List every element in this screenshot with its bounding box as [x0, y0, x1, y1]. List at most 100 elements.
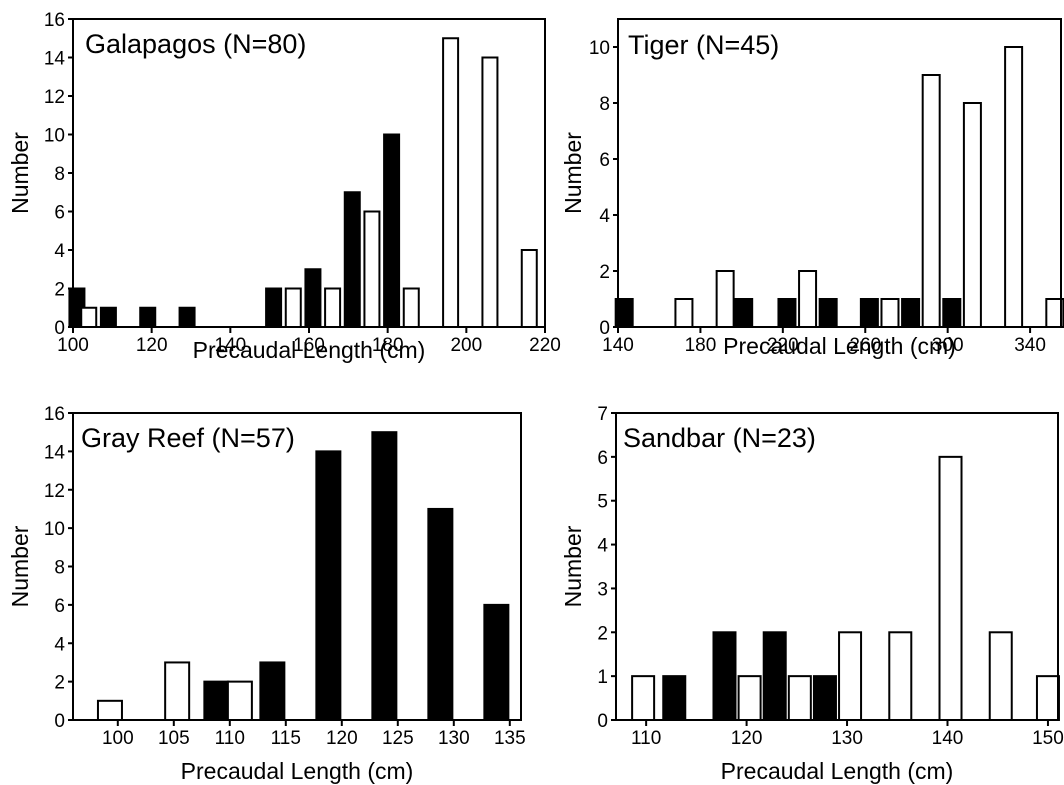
y-tick-label: 12: [44, 87, 65, 108]
x-tick-label: 105: [158, 728, 190, 749]
chart-panel-3: 0 2 4 6 8 10 12 14 16 100 105 110 115 120 125 130 135 Gra…: [7, 404, 526, 784]
bar-open: [80, 306, 98, 328]
bar-open: [402, 287, 420, 328]
y-tick-label: 4: [597, 536, 608, 557]
y-axis-title: Number: [7, 132, 33, 214]
plot-frame: [72, 412, 522, 721]
x-tick-label: 180: [685, 335, 717, 356]
y-tick-label: 0: [597, 711, 608, 732]
y-tick-label: 16: [44, 10, 65, 31]
bar-open: [226, 680, 253, 721]
y-tick-label: 1: [597, 667, 608, 688]
bar-open: [787, 675, 812, 722]
y-tick-label: 3: [597, 579, 608, 600]
x-tick-label: 150: [1032, 728, 1064, 749]
y-tick-label: 2: [54, 280, 65, 301]
y-tick-label: 10: [44, 519, 65, 540]
x-tick-label: 100: [57, 335, 89, 356]
bar-open: [481, 56, 499, 328]
y-tick-label: 16: [44, 404, 65, 425]
x-tick-label: 300: [932, 335, 964, 356]
y-axis-title: Number: [560, 132, 586, 214]
bar-filled: [859, 298, 879, 328]
x-tick-label: 200: [450, 335, 482, 356]
plot-frame: [617, 18, 1062, 328]
bar-filled: [427, 507, 454, 721]
y-tick-label: 12: [44, 481, 65, 502]
chart-panel-1: 0 2 4 6 8 10 12 14 16 100 120 140 160 180 200 220 Galapa…: [7, 10, 561, 363]
x-axis-title: Precaudal Length (cm): [193, 337, 426, 363]
panel-title: Sandbar (N=23): [623, 423, 816, 453]
y-tick-label: 0: [599, 318, 610, 339]
bar-filled: [812, 675, 837, 722]
y-axis-title: Number: [7, 525, 33, 607]
bar-open: [674, 298, 694, 328]
y-tick-label: 0: [54, 711, 65, 732]
bar-open: [737, 675, 762, 722]
bar-filled: [259, 661, 286, 721]
bar-open: [921, 74, 941, 328]
x-tick-label: 110: [631, 728, 661, 749]
bar-filled: [712, 631, 737, 721]
x-tick-label: 140: [602, 335, 634, 356]
y-tick-label: 0: [54, 318, 65, 339]
y-tick-label: 6: [54, 203, 65, 224]
bar-open: [938, 455, 963, 721]
bar-filled: [139, 306, 157, 328]
y-tick-label: 10: [44, 126, 65, 147]
y-tick-label: 8: [599, 94, 610, 115]
bar-filled: [178, 306, 196, 328]
plot-frame: [615, 412, 1059, 721]
bar-open: [284, 287, 302, 328]
bar-open: [715, 270, 735, 328]
bar-open: [520, 249, 538, 328]
bar-open: [798, 270, 818, 328]
x-tick-label: 125: [382, 728, 414, 749]
y-tick-label: 6: [54, 596, 65, 617]
bar-filled: [99, 306, 117, 328]
bar-filled: [304, 268, 322, 328]
bar-filled: [371, 431, 398, 721]
y-tick-label: 14: [44, 442, 66, 463]
x-tick-label: 220: [767, 335, 799, 356]
bar-filled: [901, 298, 921, 328]
y-tick-label: 6: [597, 448, 608, 469]
bar-open: [363, 210, 381, 328]
x-tick-label: 120: [326, 728, 358, 749]
x-tick-label: 160: [293, 335, 325, 356]
bar-open: [631, 675, 656, 722]
x-tick-label: 115: [271, 728, 301, 749]
bar-filled: [315, 450, 342, 721]
chart-panel-4: 0 1 2 3 4 5 6 7 110 120 130 140 150 Sandbar (N=23) Pre…: [560, 404, 1064, 784]
y-tick-label: 2: [54, 673, 65, 694]
bar-filled: [662, 675, 687, 722]
panel-title: Gray Reef (N=57): [81, 423, 295, 453]
x-tick-label: 120: [136, 335, 168, 356]
bar-open: [1035, 675, 1060, 722]
x-tick-label: 140: [214, 335, 246, 356]
x-tick-label: 260: [849, 335, 881, 356]
y-tick-label: 8: [54, 558, 65, 579]
y-tick-label: 4: [54, 634, 65, 655]
y-tick-label: 10: [589, 38, 610, 59]
bar-open: [888, 631, 913, 721]
x-tick-label: 180: [372, 335, 404, 356]
y-tick-label: 6: [599, 150, 610, 171]
bar-filled: [762, 631, 787, 721]
x-tick-label: 120: [731, 728, 763, 749]
y-tick-label: 4: [599, 206, 610, 227]
bar-filled: [383, 133, 401, 328]
bar-open: [96, 699, 123, 721]
bar-filled: [343, 191, 361, 328]
bar-filled: [777, 298, 797, 328]
bar-open: [442, 37, 460, 328]
bar-open: [880, 298, 900, 328]
y-tick-label: 2: [599, 262, 610, 283]
y-tick-label: 4: [54, 241, 65, 262]
x-tick-label: 100: [102, 728, 134, 749]
x-tick-label: 130: [438, 728, 470, 749]
bar-filled: [942, 298, 962, 328]
bar-filled: [734, 298, 754, 328]
y-tick-label: 5: [597, 492, 608, 513]
